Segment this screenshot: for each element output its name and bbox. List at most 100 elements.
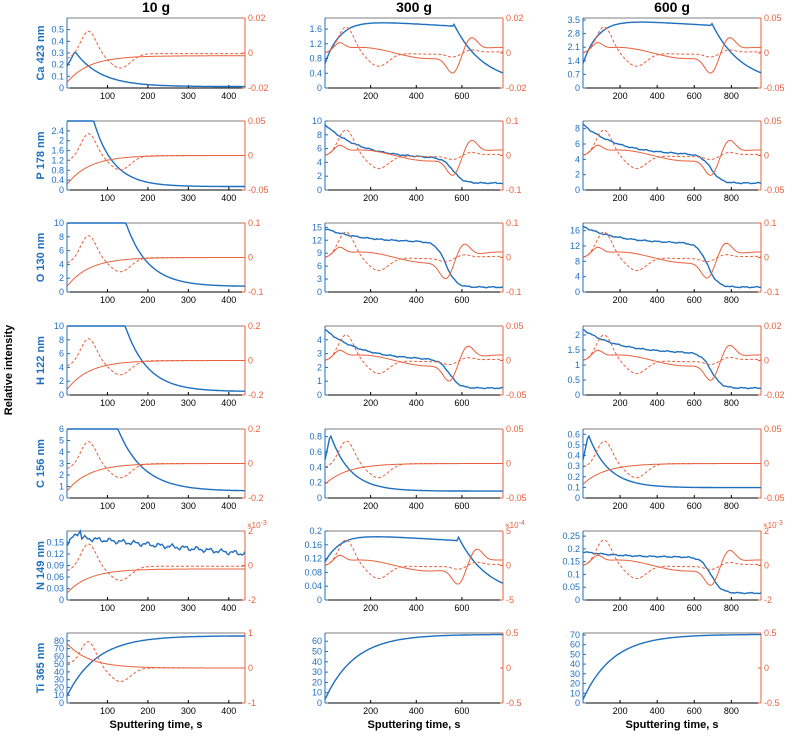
left-tick-label: 2.1: [567, 42, 580, 52]
series-intensity: [582, 434, 761, 489]
x-tick-label: 300: [181, 706, 196, 716]
x-tick-label: 300: [181, 295, 196, 305]
x-tick-label: 200: [140, 193, 155, 203]
x-tick-label: 400: [221, 295, 236, 305]
x-tick-label: 400: [409, 706, 424, 716]
right-tick-label: -0.05: [506, 493, 527, 503]
x-tick-label: 200: [613, 706, 628, 716]
series-intensity: [582, 633, 761, 700]
series-intensity: [66, 635, 246, 697]
series-intensity: [67, 120, 245, 188]
left-tick-label: 0.5: [567, 440, 580, 450]
left-tick-label: 0.1: [567, 569, 580, 579]
panel-2-2: 0 4 8 12 16 -0.1 0 0.1 200 400 600 800: [570, 218, 780, 305]
x-tick-label: 600: [687, 193, 702, 203]
left-tick-label: 3: [317, 349, 322, 359]
x-tick-label: 400: [650, 603, 665, 613]
right-tick-label: -0.02: [764, 390, 785, 400]
right-tick-label: -0.02: [506, 83, 527, 93]
x-tick-label: 600: [687, 501, 702, 511]
series-intensity: [324, 228, 504, 289]
x-tick-label: 400: [221, 398, 236, 408]
left-tick-label: 3: [317, 274, 322, 284]
left-tick-label: 10: [312, 688, 322, 698]
left-tick-label: 30: [570, 669, 580, 679]
left-tick-label: 0.8: [51, 165, 64, 175]
panel-1-3: 0 1 2 3 4 -0.05 0 0.05 200 400 600: [317, 321, 527, 408]
x-tick-label: 400: [409, 91, 424, 101]
left-tick-label: 0.5: [567, 375, 580, 385]
left-tick-label: 2: [59, 136, 64, 146]
x-tick-label: 800: [724, 398, 739, 408]
x-tick-label: 800: [724, 706, 739, 716]
left-tick-label: 2: [59, 273, 64, 283]
series-derivative-solid: [582, 463, 761, 485]
left-tick-label: 6: [317, 261, 322, 271]
left-tick-label: 4: [317, 157, 322, 167]
right-tick-label: 0: [764, 663, 769, 673]
left-tick-label: 0: [317, 287, 322, 297]
left-tick-label: 9: [317, 248, 322, 258]
left-tick-label: 1.6: [309, 24, 322, 34]
x-tick-label: 800: [724, 603, 739, 613]
x-tick-label: 800: [724, 295, 739, 305]
right-tick-label: 1: [248, 628, 253, 638]
left-tick-label: 3.5: [567, 15, 580, 25]
series-derivative-solid: [324, 139, 503, 176]
right-tick-label: -5: [506, 595, 514, 605]
left-tick-label: 0.6: [567, 429, 580, 439]
column-header-2: 600 g: [654, 0, 690, 15]
panel-2-3: 0 0.5 1 1.5 2 -0.02 0 0.02 200 400 600 800: [567, 321, 784, 408]
left-tick-label: 0.03: [46, 584, 64, 594]
x-tick-label: 400: [221, 501, 236, 511]
x-tick-label: 100: [100, 603, 115, 613]
series-intensity: [324, 329, 504, 390]
right-tick-label: 0: [506, 663, 511, 673]
left-tick-label: 70: [570, 630, 580, 640]
series-derivative-dashed: [66, 338, 245, 376]
x-tick-label: 200: [613, 193, 628, 203]
left-tick-label: 15: [312, 222, 322, 232]
right-tick-label: 0.1: [506, 218, 519, 228]
series-derivative-solid: [582, 344, 761, 381]
left-tick-label: 0.3: [51, 48, 64, 58]
left-tick-label: 0: [59, 185, 64, 195]
series-intensity: [582, 123, 762, 185]
right-tick-label: -0.05: [506, 390, 527, 400]
x-tick-label: 600: [687, 295, 702, 305]
right-tick-label: -0.05: [764, 493, 785, 503]
right-tick-label: 0: [764, 151, 769, 161]
left-tick-label: 0: [317, 83, 322, 93]
left-tick-label: 0: [575, 390, 580, 400]
x-tick-label: 100: [100, 91, 115, 101]
right-tick-label: 0: [248, 561, 253, 571]
left-tick-label: 10: [570, 688, 580, 698]
left-tick-label: 2: [317, 362, 322, 372]
right-tick-label: 0.05: [506, 321, 524, 331]
left-tick-label: 0: [317, 390, 322, 400]
left-tick-label: 1.2: [309, 39, 322, 49]
right-tick-label: 0: [764, 561, 769, 571]
panel-1-2: 0 3 6 9 12 15 -0.1 0 0.1 200 400 600: [312, 218, 522, 305]
right-tick-label: 0.05: [764, 13, 782, 23]
left-tick-label: 0.08: [304, 567, 322, 577]
x-tick-label: 400: [409, 603, 424, 613]
panel-0-3: 0 2 4 6 8 10 -0.2 0 0.2 100 200 300 400 H 122 nm: [35, 321, 264, 408]
series-intensity: [324, 22, 504, 74]
series-derivative-dashed: [324, 334, 503, 375]
multiplier-label: ×10-4: [505, 520, 525, 530]
row-label: Ca 423 nm: [35, 25, 47, 80]
x-tick-label: 200: [613, 398, 628, 408]
series-derivative-solid: [66, 257, 245, 287]
x-tick-label: 600: [687, 398, 702, 408]
left-tick-label: 6: [575, 139, 580, 149]
right-tick-label: 0: [506, 48, 511, 58]
x-tick-label: 100: [100, 501, 115, 511]
x-tick-label: 800: [724, 91, 739, 101]
x-tick-label: 300: [181, 193, 196, 203]
series-intensity: [67, 428, 245, 492]
series-derivative-dashed: [582, 334, 761, 375]
right-tick-label: -0.5: [506, 698, 522, 708]
